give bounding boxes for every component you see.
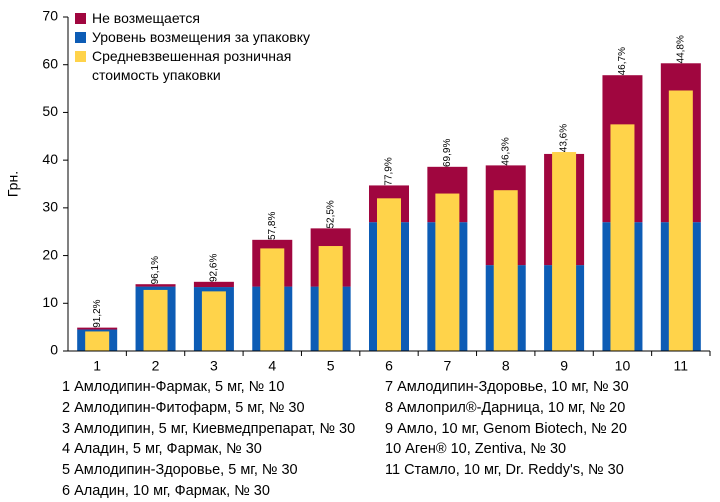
y-tick-label: 40	[42, 151, 58, 167]
note: 8 Амлоприл®-Дарница, 10 мг, № 20	[385, 399, 626, 416]
y-tick-label: 20	[42, 246, 58, 262]
bar-label: 69,9%	[442, 139, 453, 167]
legend-label: Не возмещается	[92, 10, 200, 26]
legend-swatch	[75, 32, 86, 43]
overlay-bar	[85, 331, 110, 351]
bar-segment	[77, 327, 118, 330]
y-tick-label: 10	[42, 294, 58, 310]
bar-label: 52,5%	[325, 200, 336, 228]
bar-label: 46,7%	[617, 47, 628, 75]
overlay-bar	[435, 193, 460, 351]
note: 3 Амлодипин, 5 мг, Киевмедпрепарат, № 30	[62, 420, 356, 437]
x-tick-label: 8	[502, 358, 510, 374]
bar-label: 77,9%	[384, 157, 395, 185]
note: 6 Аладин, 10 мг, Фармак, № 30	[62, 482, 270, 499]
x-tick-label: 3	[210, 358, 218, 374]
overlay-bar	[318, 246, 343, 351]
note: 5 Амлодипин-Здоровье, 5 мг, № 30	[62, 462, 298, 479]
legend-item: Не возмещается	[75, 9, 345, 28]
x-tick-label: 7	[443, 358, 451, 374]
note: 10 Аген® 10, Zentiva, № 30	[385, 441, 567, 458]
overlay-bar	[668, 90, 693, 351]
overlay-bar	[493, 190, 518, 351]
legend-label: Уровень возмещения за упаковку	[92, 29, 310, 45]
x-tick-label: 5	[327, 358, 335, 374]
bar-label: 44,8%	[675, 35, 686, 63]
overlay-bar	[552, 152, 577, 351]
legend-swatch	[75, 13, 86, 24]
legend-swatch	[75, 51, 86, 62]
bar-label: 91,2%	[92, 299, 103, 327]
y-tick-label: 70	[42, 8, 58, 24]
y-tick-label: 60	[42, 55, 58, 71]
bar-segment	[135, 284, 176, 287]
overlay-bar	[377, 198, 401, 351]
y-tick-label: 0	[50, 342, 58, 358]
bar-segment	[193, 281, 234, 288]
x-tick-label: 6	[385, 358, 393, 374]
legend-label: Средневзвешенная розничная стоимость упа…	[92, 48, 292, 83]
legend: Не возмещается Уровень возмещения за упак…	[75, 9, 345, 85]
bar-label: 46,3%	[500, 137, 511, 165]
bar-label: 96,1%	[150, 256, 161, 284]
note: 9 Амло, 10 мг, Genom Biotech, № 20	[385, 420, 627, 437]
note: 4 Аладин, 5 мг, Фармак, № 30	[62, 441, 262, 458]
legend-item: Уровень возмещения за упаковку	[75, 28, 345, 47]
x-tick-label: 10	[615, 358, 631, 374]
x-tick-label: 4	[268, 358, 276, 374]
note: 1 Амлодипин-Фармак, 5 мг, № 10	[62, 379, 285, 395]
y-tick-label: 30	[42, 199, 58, 215]
overlay-bar	[610, 124, 635, 351]
bar-label: 43,6%	[559, 124, 570, 152]
bar-label: 92,6%	[209, 254, 220, 282]
note: 11 Стамло, 10 мг, Dr. Reddy's, № 30	[385, 462, 624, 479]
x-tick-label: 2	[152, 358, 160, 374]
y-axis-label: Грн.	[5, 171, 21, 197]
x-tick-label: 11	[674, 358, 689, 374]
notes-right: 7 Амлодипин-Здоровье, 10 мг, № 30 8 Амлоп…	[385, 377, 629, 481]
y-tick-label: 50	[42, 103, 58, 119]
overlay-bar	[143, 289, 168, 351]
overlay-bar	[260, 248, 285, 351]
overlay-bar	[201, 291, 226, 351]
bar-label: 57,8%	[267, 212, 278, 240]
notes-left: 1 Амлодипин-Фармак, 5 мг, № 10 2 Амлодипи…	[62, 377, 355, 502]
x-tick-label: 1	[93, 358, 101, 374]
legend-item: Средневзвешенная розничная стоимость упа…	[75, 47, 345, 85]
note: 2 Амлодипин-Фитофарм, 5 мг, № 30	[62, 399, 305, 416]
x-tick-label: 9	[560, 358, 568, 374]
note: 7 Амлодипин-Здоровье, 10 мг, № 30	[385, 379, 629, 395]
